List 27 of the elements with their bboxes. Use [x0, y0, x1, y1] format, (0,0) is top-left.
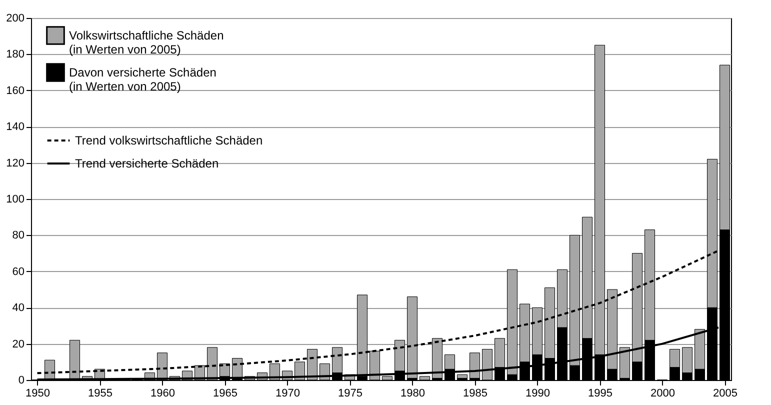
- x-tick-label: 1955: [88, 388, 112, 400]
- y-tick-label: 0: [18, 374, 24, 386]
- x-tick-label: 1995: [588, 388, 612, 400]
- y-tick-label: 20: [12, 338, 24, 350]
- x-tick-label: 1970: [276, 388, 300, 400]
- legend-label: Davon versicherte Schäden (in Werten von 2005): [69, 66, 216, 94]
- y-tick-label: 200: [6, 12, 24, 24]
- x-tick-label: 1985: [463, 388, 488, 400]
- y-tick-label: 160: [6, 84, 24, 97]
- legend-label: Trend versicherte Schäden: [75, 156, 219, 170]
- y-tick-label: 100: [6, 194, 24, 206]
- y-tick-label: 40: [12, 302, 24, 314]
- y-tick-label: 80: [12, 230, 24, 242]
- y-tick-label: 180: [6, 48, 24, 61]
- y-tick-label: 60: [12, 266, 24, 278]
- x-tick-label: 1975: [338, 388, 362, 400]
- x-tick-label: 1980: [400, 388, 425, 400]
- legend-label: Volkswirtschaftliche Schäden (in Werten von 2005): [69, 28, 224, 56]
- legend-label: Trend volkswirtschaftliche Schäden: [75, 134, 263, 148]
- y-tick-label: 120: [6, 157, 24, 170]
- x-tick-label: 1960: [150, 388, 175, 400]
- x-tick-label: 2005: [713, 388, 738, 400]
- y-tick-label: 140: [6, 121, 24, 134]
- x-tick-label: 1965: [213, 388, 238, 400]
- x-tick-label: 2000: [650, 388, 675, 400]
- x-tick-label: 1990: [526, 388, 550, 400]
- x-tick-label: 1950: [26, 388, 50, 400]
